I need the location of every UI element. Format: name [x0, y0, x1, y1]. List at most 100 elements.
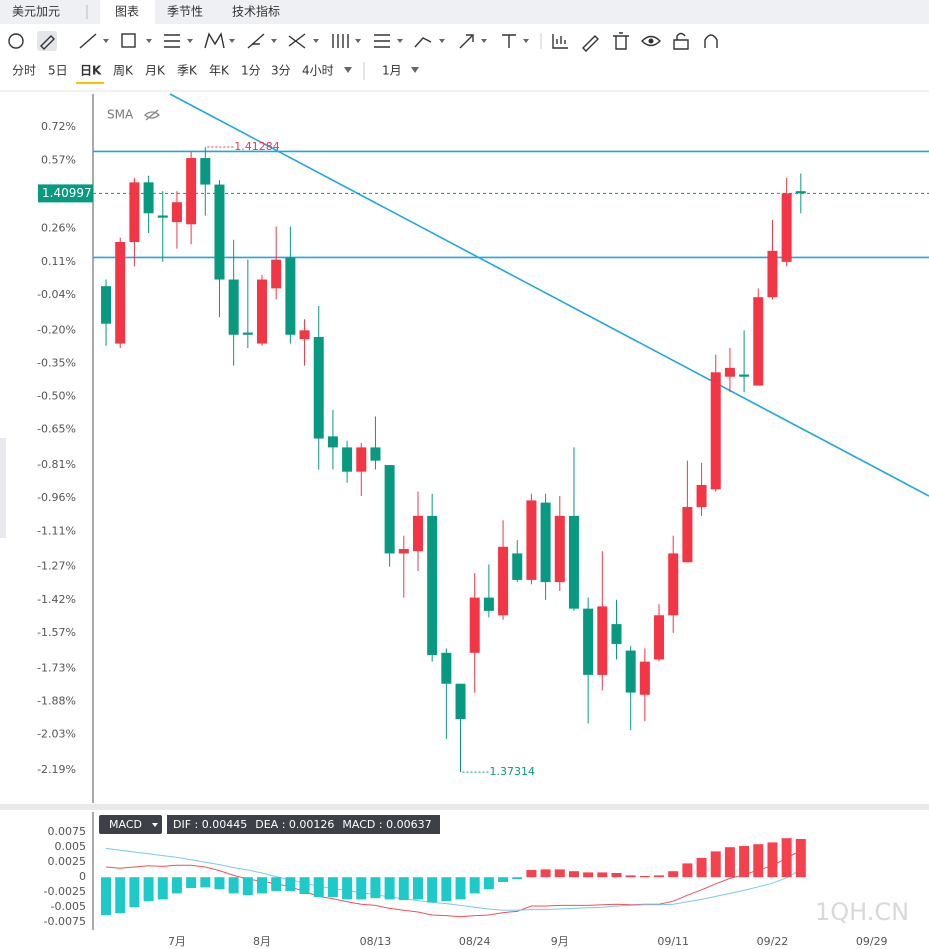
timeframe[interactable]: 年K [209, 64, 230, 78]
y-tick-label: -2.03% [37, 728, 76, 741]
tool-icon[interactable] [414, 37, 432, 48]
timeframe[interactable]: 4小时 [302, 64, 334, 78]
tool-active-bg [37, 31, 57, 51]
candle-body [398, 548, 409, 554]
macd-bar [512, 877, 523, 879]
candle-body [668, 553, 679, 616]
tool-icon[interactable] [552, 34, 568, 49]
candle-body [795, 191, 806, 194]
tool-icon[interactable] [704, 34, 718, 48]
low-label: 1.37314 [490, 765, 536, 778]
macd-bar [795, 838, 806, 878]
tool-icon[interactable] [459, 34, 474, 49]
instrument-tab[interactable]: 美元加元 [12, 5, 60, 19]
macd-bar [668, 871, 679, 878]
candle-body [384, 465, 395, 554]
macd-bar [767, 842, 778, 878]
macd-bar [200, 877, 211, 888]
tab[interactable]: 技术指标 [232, 4, 280, 19]
y-tick-label: -0.65% [37, 423, 76, 436]
last-price-label: 1.40997 [42, 186, 92, 200]
tab[interactable]: 季节性 [167, 5, 203, 19]
timeframe[interactable]: 3分 [271, 64, 291, 78]
x-tick-label: 08/24 [459, 935, 491, 948]
macd-bar [583, 872, 594, 878]
macd-bar [384, 877, 395, 900]
macd-bar [554, 869, 565, 878]
tool-icon[interactable] [613, 32, 629, 50]
macd-bar [342, 877, 353, 900]
indicator-select-label: MACD [109, 818, 142, 831]
high-label: 1.41284 [234, 140, 280, 153]
candle-body [696, 484, 707, 508]
timeframe[interactable]: 季K [177, 64, 198, 78]
side-handle[interactable] [0, 438, 6, 538]
macd-bar [186, 877, 197, 888]
tool-icon[interactable] [79, 33, 97, 49]
y-tick-label: -0.04% [37, 288, 76, 301]
y-tick-label: -1.57% [37, 626, 76, 639]
tool-icon[interactable] [247, 33, 265, 49]
macd-bar [129, 877, 140, 908]
y-tick-label: 0.11% [41, 255, 76, 268]
candle-body [597, 606, 608, 675]
timeframe[interactable]: 5日 [48, 64, 68, 78]
period-select[interactable]: 1月 [382, 64, 402, 78]
tool-icon[interactable] [204, 32, 225, 49]
timeframe[interactable]: 分时 [12, 64, 36, 78]
x-tick-label: 9月 [551, 935, 569, 948]
tool-icon[interactable] [288, 33, 306, 49]
candle-body [313, 336, 324, 439]
y-tick-label: 0 [79, 870, 86, 883]
active-tab-bg [100, 0, 155, 24]
x-tick-label: 09/22 [757, 935, 789, 948]
macd-bar [441, 877, 452, 902]
candle-body [710, 372, 721, 490]
tool-icon[interactable] [40, 35, 55, 50]
tool-icon[interactable] [164, 34, 180, 48]
macd-bar [625, 875, 636, 878]
candle-body [498, 546, 509, 616]
macd-line [106, 850, 802, 918]
macd-bar [639, 876, 650, 878]
dropdown-arrow [103, 39, 529, 43]
tool-icon[interactable] [8, 33, 24, 49]
macd-bar [781, 838, 792, 878]
x-tick-label: 09/29 [856, 935, 888, 948]
visibility-icon[interactable] [144, 109, 160, 121]
tool-icon[interactable] [673, 32, 689, 50]
candle-body [186, 158, 197, 225]
readout-sep: : [375, 818, 386, 831]
candle-body [540, 502, 551, 583]
tool-icon[interactable] [374, 34, 390, 48]
candle-body [115, 241, 126, 344]
timeframe-active[interactable]: 日K [80, 64, 102, 78]
tool-icon[interactable] [502, 34, 516, 48]
tool-icon[interactable] [641, 35, 661, 47]
y-tick-label: 0.0075 [48, 825, 87, 838]
tool-icon[interactable] [332, 34, 349, 48]
candle-body [257, 279, 268, 344]
y-tick-label: -0.81% [37, 458, 76, 471]
candle-body [611, 624, 622, 644]
readout-value: 0.00637 [386, 818, 432, 831]
macd-bar [611, 873, 622, 878]
macd-bar [455, 877, 466, 900]
candle-body [483, 597, 494, 611]
candle-body [370, 447, 381, 461]
candle-body [724, 367, 735, 377]
tool-icon[interactable] [121, 33, 136, 48]
indicator-select[interactable] [99, 815, 162, 834]
timeframe[interactable]: 月K [145, 64, 166, 78]
macd-bar [710, 851, 721, 878]
macd-bar [469, 877, 480, 894]
timeframe[interactable]: 周K [113, 64, 134, 78]
timeframe[interactable]: 1分 [241, 64, 261, 78]
macd-bar [597, 872, 608, 878]
readout-name: MACD [342, 818, 375, 831]
y-tick-label: -1.73% [37, 661, 76, 674]
tool-icon[interactable] [582, 35, 599, 52]
y-tick-label: -0.50% [37, 390, 76, 403]
macd-bar [356, 877, 367, 900]
tab[interactable]: 图表 [115, 5, 139, 19]
